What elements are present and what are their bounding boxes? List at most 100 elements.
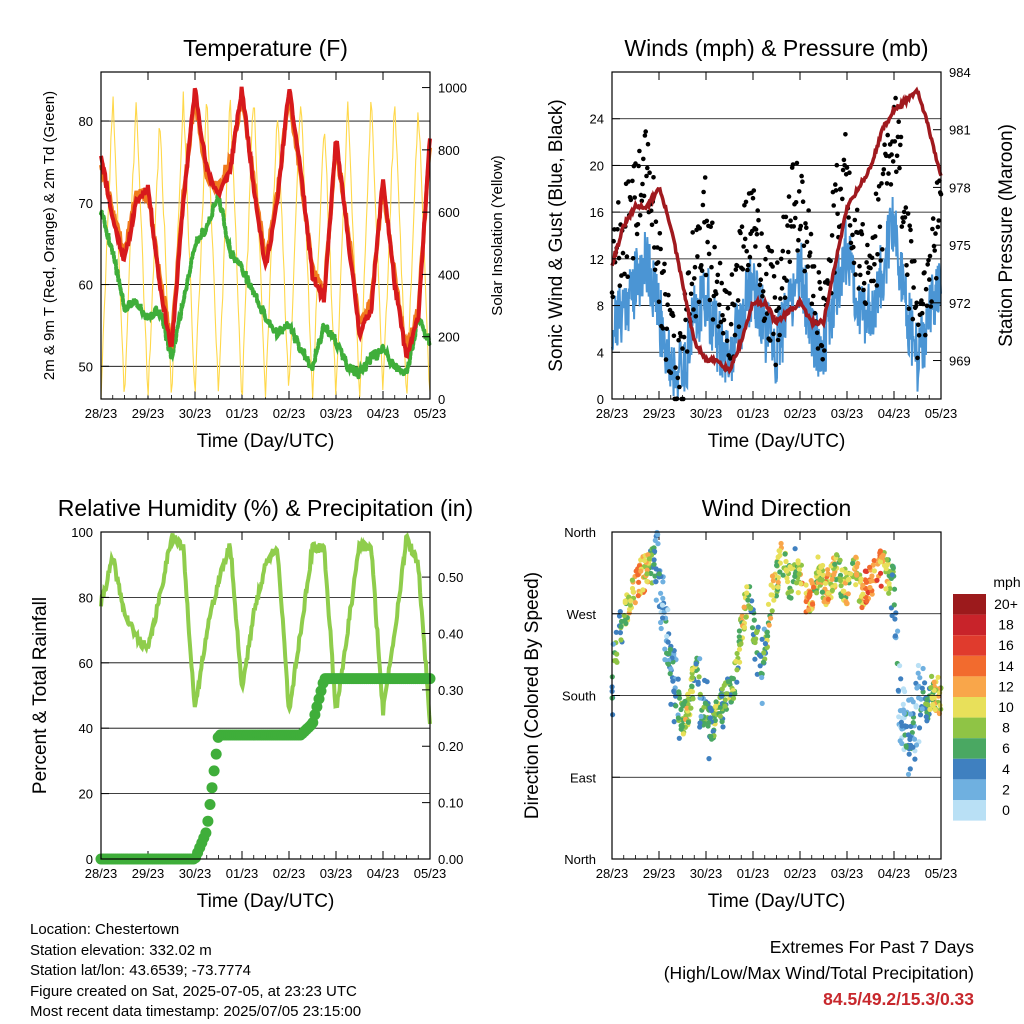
winds-gust-point	[785, 223, 790, 228]
direction-point	[618, 637, 624, 643]
direction-point	[889, 572, 895, 578]
direction-point	[627, 602, 633, 608]
direction-point	[796, 567, 803, 573]
direction-point	[765, 633, 771, 639]
temperature-xtick-label: 02/23	[273, 406, 306, 421]
winds-ytick-right-label: 972	[949, 296, 971, 311]
winds-gust-point	[709, 264, 714, 270]
winds-gust-point	[616, 200, 621, 205]
direction-point	[689, 683, 695, 689]
winds-ytick-right-label: 984	[949, 65, 971, 80]
humidity-precip-points	[95, 673, 436, 865]
winds-gust-point	[818, 286, 823, 292]
winds-gust-point	[879, 181, 884, 186]
direction-point	[730, 676, 737, 682]
winds-gust-point	[762, 316, 768, 322]
winds-gust-point	[884, 181, 890, 186]
direction-point	[879, 554, 885, 560]
direction-point	[805, 607, 812, 613]
direction-point	[736, 646, 743, 652]
direction-point	[752, 656, 758, 662]
winds-gust-point	[763, 256, 768, 262]
winds-gust-point	[771, 274, 777, 279]
direction-point	[653, 566, 659, 572]
direction-point	[755, 624, 761, 630]
direction-point	[782, 551, 788, 557]
temperature-ytick-right-label: 800	[438, 143, 460, 158]
winds-gust-point	[908, 239, 914, 244]
direction-point	[867, 564, 873, 570]
direction-point	[719, 719, 725, 725]
direction-point	[788, 588, 795, 594]
direction-point	[929, 673, 935, 680]
direction-point	[671, 688, 677, 694]
winds-ylabel: Sonic Wind & Gust (Blue, Black)	[546, 99, 567, 371]
humidity-ytick-label: 60	[79, 656, 93, 671]
humidity-ytick-label: 20	[79, 787, 93, 802]
winds-gust-point	[933, 231, 938, 236]
winds-gust-point	[885, 132, 890, 138]
winds-gust-point	[919, 310, 925, 316]
winds-gust-point	[835, 211, 840, 217]
direction-point	[775, 554, 781, 560]
direction-panel: Wind Direction Time (Day/UTC) 28/23 29/23 30…	[522, 495, 1021, 912]
direction-point	[893, 610, 899, 616]
winds-gust-point	[634, 231, 640, 237]
direction-point	[817, 577, 823, 583]
winds-gust-point	[913, 304, 919, 309]
direction-point	[651, 561, 657, 568]
winds-gust-point	[898, 142, 903, 148]
direction-point	[874, 577, 880, 583]
direction-point	[905, 771, 912, 777]
direction-point	[722, 697, 728, 703]
direction-point	[753, 629, 760, 636]
direction-point	[614, 651, 620, 657]
temperature-ytick-right-label: 600	[438, 205, 460, 220]
winds-gust-point	[815, 346, 821, 351]
direction-point	[676, 695, 683, 701]
direction-point	[825, 567, 831, 573]
winds-gust-point	[630, 255, 636, 261]
direction-point	[768, 615, 774, 621]
direction-point	[803, 582, 809, 588]
temperature-xtick-label: 04/23	[367, 406, 400, 421]
direction-point	[638, 568, 644, 574]
direction-legend-swatch	[953, 717, 986, 739]
direction-xtick-label: 29/23	[643, 866, 676, 881]
winds-gust-point	[888, 182, 894, 187]
direction-point	[884, 557, 890, 563]
direction-point	[702, 700, 709, 706]
winds-gust-point	[899, 224, 905, 229]
winds-gust-point	[741, 244, 746, 249]
winds-gust-point	[880, 171, 886, 177]
direction-point	[897, 738, 903, 744]
direction-point	[809, 601, 816, 607]
winds-gust-point	[793, 200, 799, 205]
winds-gust-point	[783, 214, 789, 220]
direction-point	[670, 678, 676, 684]
winds-gust-point	[851, 244, 856, 250]
winds-gust-point	[633, 161, 638, 166]
direction-point	[676, 735, 682, 741]
winds-gust-point	[880, 247, 885, 252]
direction-point	[878, 570, 884, 576]
winds-gust-point	[822, 348, 827, 353]
winds-gust-point	[893, 95, 898, 101]
direction-point	[892, 633, 899, 639]
direction-point	[919, 706, 925, 712]
station-latlon: Station lat/lon: 43.6539; -73.7774	[30, 962, 252, 979]
direction-point	[701, 704, 707, 710]
winds-gust-point	[715, 272, 721, 278]
winds-gust-point	[706, 251, 712, 257]
direction-point	[617, 630, 624, 636]
winds-gust-point	[798, 223, 804, 229]
direction-ytick-label: East	[570, 770, 596, 785]
winds-title: Winds (mph) & Pressure (mb)	[624, 35, 928, 61]
winds-gust-point	[779, 286, 785, 291]
winds-gust-point	[865, 270, 871, 276]
winds-gust-point	[666, 292, 671, 298]
winds-gust-point	[637, 148, 642, 154]
direction-point	[897, 663, 903, 669]
direction-point	[769, 573, 776, 579]
direction-point	[867, 584, 873, 591]
